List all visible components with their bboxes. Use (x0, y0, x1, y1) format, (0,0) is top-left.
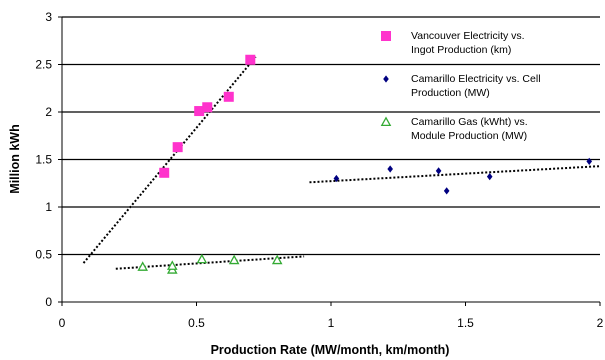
triangle-data-point (166, 260, 178, 270)
legend: Vancouver Electricity vs. Ingot Productio… (380, 30, 541, 142)
legend-label: Vancouver Electricity vs. (411, 30, 525, 42)
y-axis-title: Million kWh (8, 124, 22, 193)
square-data-point (202, 102, 213, 113)
diamond-data-point (586, 157, 593, 165)
triangle-data-point (271, 254, 283, 265)
x-tick-label: 2 (597, 316, 604, 330)
legend-marker (383, 75, 389, 83)
square-data-point (223, 91, 234, 102)
y-tick-label: 1 (45, 200, 52, 214)
legend-label: Production (MW) (411, 87, 490, 99)
square-data-point (245, 54, 256, 65)
y-tick-label: 0.5 (35, 248, 52, 262)
data-markers (137, 54, 593, 274)
legend-label: Camarillo Gas (kWht) vs. (411, 116, 528, 128)
diamond-data-point (333, 174, 340, 183)
triangle-data-point (137, 261, 149, 271)
y-tick-label: 0 (45, 295, 52, 309)
diamond-data-point (387, 165, 393, 173)
trendline (309, 165, 601, 184)
trendlines (82, 56, 601, 270)
legend-label: Camarillo Electricity vs. Cell (411, 73, 541, 85)
y-tick-label: 1.5 (35, 153, 52, 167)
triangle-data-point (228, 254, 240, 265)
trendline (82, 56, 257, 264)
y-tick-label: 2 (45, 105, 52, 119)
legend-marker (380, 116, 392, 127)
diamond-data-point (486, 173, 493, 181)
square-data-point (159, 167, 170, 178)
legend-label: Module Production (MW) (411, 130, 527, 142)
gridlines (62, 16, 600, 256)
axes (58, 16, 601, 306)
tick-labels: 0 0.5 1 1.5 2 2.5 3 0 0.5 1 1.5 2 (35, 10, 603, 330)
legend-marker (381, 31, 391, 41)
x-tick-label: 1 (328, 316, 335, 330)
y-tick-label: 2.5 (35, 58, 52, 72)
legend-label: Ingot Production (km) (411, 44, 511, 56)
x-tick-label: 0 (59, 316, 66, 330)
diamond-data-point (435, 167, 442, 175)
trendline (115, 255, 305, 270)
y-tick-label: 3 (45, 10, 52, 24)
x-axis-title: Production Rate (MW/month, km/month) (211, 343, 450, 357)
x-tick-label: 1.5 (457, 316, 474, 330)
square-data-point (172, 142, 183, 153)
diamond-data-point (443, 187, 450, 195)
triangle-data-point (196, 253, 208, 264)
x-tick-label: 0.5 (188, 316, 205, 330)
